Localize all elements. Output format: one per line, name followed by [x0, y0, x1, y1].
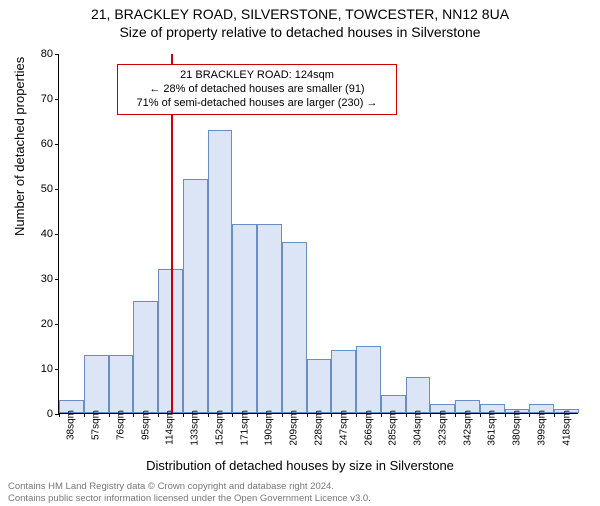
x-tick-label: 228sqm	[314, 410, 325, 446]
annotation-box: 21 BRACKLEY ROAD: 124sqm ← 28% of detach…	[117, 64, 397, 115]
x-tick-label: 95sqm	[140, 410, 151, 440]
histogram-bar	[406, 377, 431, 413]
x-tick-label: 247sqm	[338, 410, 349, 446]
x-tick-mark	[529, 413, 530, 417]
x-tick-mark	[381, 413, 382, 417]
histogram-bar	[84, 355, 109, 414]
x-tick-mark	[554, 413, 555, 417]
x-tick-mark	[307, 413, 308, 417]
x-tick-mark	[232, 413, 233, 417]
x-tick-label: 323sqm	[437, 410, 448, 446]
x-tick-mark	[455, 413, 456, 417]
x-tick-mark	[84, 413, 85, 417]
x-tick-mark	[183, 413, 184, 417]
x-tick-label: 114sqm	[165, 410, 176, 445]
y-tick-label: 70	[23, 93, 53, 105]
x-tick-label: 342sqm	[462, 410, 473, 446]
y-tick-label: 80	[23, 48, 53, 60]
y-tick-mark	[55, 279, 59, 280]
x-tick-mark	[109, 413, 110, 417]
histogram-bar	[133, 301, 158, 414]
annotation-line-3: 71% of semi-detached houses are larger (…	[124, 97, 390, 111]
x-tick-label: 171sqm	[239, 410, 250, 446]
x-tick-mark	[208, 413, 209, 417]
y-tick-label: 20	[23, 318, 53, 330]
y-tick-mark	[55, 144, 59, 145]
histogram-bar	[282, 242, 307, 413]
x-tick-label: 266sqm	[363, 410, 374, 446]
x-tick-label: 190sqm	[264, 410, 275, 446]
histogram-bar	[356, 346, 381, 414]
x-axis-label: Distribution of detached houses by size …	[0, 458, 600, 473]
x-tick-mark	[59, 413, 60, 417]
footer-attribution: Contains HM Land Registry data © Crown c…	[8, 481, 371, 504]
y-tick-mark	[55, 54, 59, 55]
x-tick-label: 57sqm	[91, 410, 102, 440]
x-tick-mark	[406, 413, 407, 417]
y-tick-label: 40	[23, 228, 53, 240]
title-line-1: 21, BRACKLEY ROAD, SILVERSTONE, TOWCESTE…	[0, 6, 600, 22]
x-tick-label: 133sqm	[190, 410, 201, 446]
plot-region: 0102030405060708038sqm57sqm76sqm95sqm114…	[58, 54, 578, 414]
y-tick-mark	[55, 189, 59, 190]
x-tick-mark	[480, 413, 481, 417]
x-tick-label: 380sqm	[512, 410, 523, 446]
x-tick-label: 38sqm	[66, 410, 77, 440]
x-tick-label: 285sqm	[388, 410, 399, 446]
x-tick-label: 304sqm	[413, 410, 424, 446]
x-tick-mark	[331, 413, 332, 417]
footer-line-1: Contains HM Land Registry data © Crown c…	[8, 481, 371, 492]
y-tick-label: 60	[23, 138, 53, 150]
histogram-bar	[208, 130, 233, 414]
footer-line-2: Contains public sector information licen…	[8, 493, 371, 504]
y-tick-label: 0	[23, 408, 53, 420]
x-tick-label: 152sqm	[214, 410, 225, 446]
y-axis-label: Number of detached properties	[12, 57, 27, 236]
histogram-bar	[331, 350, 356, 413]
histogram-bar	[307, 359, 332, 413]
histogram-bar	[257, 224, 282, 413]
x-tick-mark	[133, 413, 134, 417]
histogram-bar	[232, 224, 257, 413]
histogram-bar	[109, 355, 134, 414]
chart-area: 0102030405060708038sqm57sqm76sqm95sqm114…	[58, 54, 578, 414]
x-tick-mark	[430, 413, 431, 417]
y-tick-mark	[55, 99, 59, 100]
annotation-line-2: ← 28% of detached houses are smaller (91…	[124, 83, 390, 97]
annotation-line-1: 21 BRACKLEY ROAD: 124sqm	[124, 69, 390, 83]
histogram-bar	[183, 179, 208, 413]
x-tick-mark	[158, 413, 159, 417]
x-tick-mark	[282, 413, 283, 417]
x-tick-mark	[505, 413, 506, 417]
y-tick-label: 50	[23, 183, 53, 195]
x-tick-label: 399sqm	[536, 410, 547, 446]
x-tick-label: 361sqm	[487, 410, 498, 446]
title-line-2: Size of property relative to detached ho…	[0, 24, 600, 40]
y-tick-mark	[55, 324, 59, 325]
y-tick-label: 30	[23, 273, 53, 285]
x-tick-label: 76sqm	[115, 410, 126, 440]
x-tick-mark	[257, 413, 258, 417]
y-tick-mark	[55, 234, 59, 235]
x-tick-mark	[356, 413, 357, 417]
x-tick-label: 418sqm	[561, 410, 572, 446]
x-tick-label: 209sqm	[289, 410, 300, 446]
y-tick-label: 10	[23, 363, 53, 375]
y-tick-mark	[55, 369, 59, 370]
